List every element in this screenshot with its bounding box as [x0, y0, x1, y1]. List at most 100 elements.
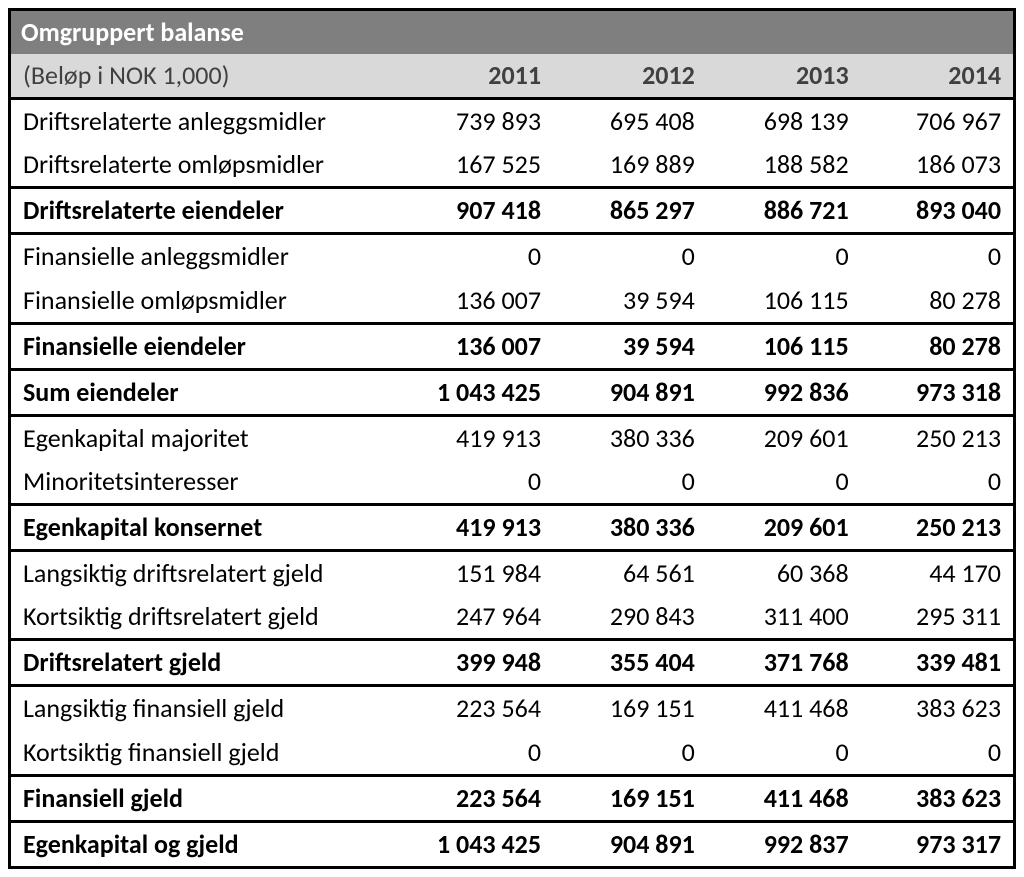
cell-value: 992 836: [707, 369, 861, 415]
table-row: Finansiell gjeld223 564169 151411 468383…: [10, 775, 1015, 821]
cell-value: 0: [553, 460, 707, 505]
cell-value: 247 964: [399, 595, 553, 640]
cell-value: 698 139: [707, 99, 861, 144]
balance-table: Omgruppert balanse(Beløp i NOK 1,000)201…: [8, 8, 1016, 869]
cell-value: 39 594: [553, 323, 707, 369]
cell-value: 339 481: [861, 640, 1015, 686]
cell-value: 893 040: [861, 188, 1015, 234]
table-row: Driftsrelatert gjeld399 948355 404371 76…: [10, 640, 1015, 686]
table-row: Egenkapital og gjeld1 043 425904 891992 …: [10, 821, 1015, 867]
table-row: Driftsrelaterte omløpsmidler167 525169 8…: [10, 143, 1015, 188]
cell-value: 383 623: [861, 775, 1015, 821]
cell-value: 904 891: [553, 369, 707, 415]
cell-value: 290 843: [553, 595, 707, 640]
table-title: Omgruppert balanse: [10, 10, 1015, 55]
year-header: 2012: [553, 54, 707, 99]
cell-value: 371 768: [707, 640, 861, 686]
cell-value: 695 408: [553, 99, 707, 144]
cell-value: 0: [707, 731, 861, 776]
cell-value: 106 115: [707, 323, 861, 369]
row-label: Driftsrelaterte omløpsmidler: [10, 143, 400, 188]
row-label: Egenkapital majoritet: [10, 415, 400, 460]
cell-value: 706 967: [861, 99, 1015, 144]
cell-value: 209 601: [707, 505, 861, 551]
cell-value: 973 318: [861, 369, 1015, 415]
table-row: Egenkapital konsernet419 913380 336209 6…: [10, 505, 1015, 551]
row-label: Kortsiktig driftsrelatert gjeld: [10, 595, 400, 640]
table-row: Sum eiendeler1 043 425904 891992 836973 …: [10, 369, 1015, 415]
cell-value: 865 297: [553, 188, 707, 234]
row-label: Finansielle eiendeler: [10, 323, 400, 369]
cell-value: 250 213: [861, 505, 1015, 551]
row-label: Sum eiendeler: [10, 369, 400, 415]
cell-value: 223 564: [399, 686, 553, 731]
cell-value: 0: [399, 460, 553, 505]
row-label: Langsiktig driftsrelatert gjeld: [10, 551, 400, 596]
cell-value: 419 913: [399, 415, 553, 460]
cell-value: 80 278: [861, 323, 1015, 369]
cell-value: 992 837: [707, 821, 861, 867]
table-row: Minoritetsinteresser0000: [10, 460, 1015, 505]
row-label: Kortsiktig finansiell gjeld: [10, 731, 400, 776]
cell-value: 0: [861, 460, 1015, 505]
cell-value: 0: [707, 460, 861, 505]
cell-value: 0: [553, 731, 707, 776]
year-header: 2011: [399, 54, 553, 99]
table-row: Kortsiktig finansiell gjeld0000: [10, 731, 1015, 776]
cell-value: 44 170: [861, 551, 1015, 596]
table-row: Driftsrelaterte eiendeler907 418865 2978…: [10, 188, 1015, 234]
cell-value: 380 336: [553, 505, 707, 551]
table-subtitle: (Beløp i NOK 1,000): [10, 54, 400, 99]
table-row: Egenkapital majoritet419 913380 336209 6…: [10, 415, 1015, 460]
cell-value: 380 336: [553, 415, 707, 460]
cell-value: 0: [399, 234, 553, 279]
cell-value: 250 213: [861, 415, 1015, 460]
cell-value: 0: [861, 731, 1015, 776]
table-row: Langsiktig driftsrelatert gjeld151 98464…: [10, 551, 1015, 596]
cell-value: 151 984: [399, 551, 553, 596]
year-header: 2013: [707, 54, 861, 99]
row-label: Egenkapital konsernet: [10, 505, 400, 551]
cell-value: 399 948: [399, 640, 553, 686]
cell-value: 419 913: [399, 505, 553, 551]
cell-value: 64 561: [553, 551, 707, 596]
cell-value: 311 400: [707, 595, 861, 640]
row-label: Driftsrelaterte eiendeler: [10, 188, 400, 234]
cell-value: 1 043 425: [399, 369, 553, 415]
row-label: Langsiktig finansiell gjeld: [10, 686, 400, 731]
cell-value: 383 623: [861, 686, 1015, 731]
cell-value: 973 317: [861, 821, 1015, 867]
table-row: Langsiktig finansiell gjeld223 564169 15…: [10, 686, 1015, 731]
cell-value: 886 721: [707, 188, 861, 234]
row-label: Finansiell gjeld: [10, 775, 400, 821]
cell-value: 0: [399, 731, 553, 776]
cell-value: 169 151: [553, 775, 707, 821]
cell-value: 0: [707, 234, 861, 279]
row-label: Driftsrelaterte anleggsmidler: [10, 99, 400, 144]
row-label: Finansielle anleggsmidler: [10, 234, 400, 279]
row-label: Finansielle omløpsmidler: [10, 279, 400, 324]
cell-value: 1 043 425: [399, 821, 553, 867]
cell-value: 106 115: [707, 279, 861, 324]
cell-value: 411 468: [707, 775, 861, 821]
cell-value: 169 889: [553, 143, 707, 188]
cell-value: 0: [861, 234, 1015, 279]
row-label: Minoritetsinteresser: [10, 460, 400, 505]
cell-value: 167 525: [399, 143, 553, 188]
table-row: Finansielle eiendeler136 00739 594106 11…: [10, 323, 1015, 369]
cell-value: 186 073: [861, 143, 1015, 188]
table-row: Finansielle anleggsmidler0000: [10, 234, 1015, 279]
cell-value: 188 582: [707, 143, 861, 188]
year-header: 2014: [861, 54, 1015, 99]
cell-value: 0: [553, 234, 707, 279]
cell-value: 136 007: [399, 323, 553, 369]
cell-value: 739 893: [399, 99, 553, 144]
cell-value: 223 564: [399, 775, 553, 821]
cell-value: 136 007: [399, 279, 553, 324]
cell-value: 355 404: [553, 640, 707, 686]
cell-value: 169 151: [553, 686, 707, 731]
cell-value: 209 601: [707, 415, 861, 460]
cell-value: 411 468: [707, 686, 861, 731]
cell-value: 295 311: [861, 595, 1015, 640]
cell-value: 904 891: [553, 821, 707, 867]
